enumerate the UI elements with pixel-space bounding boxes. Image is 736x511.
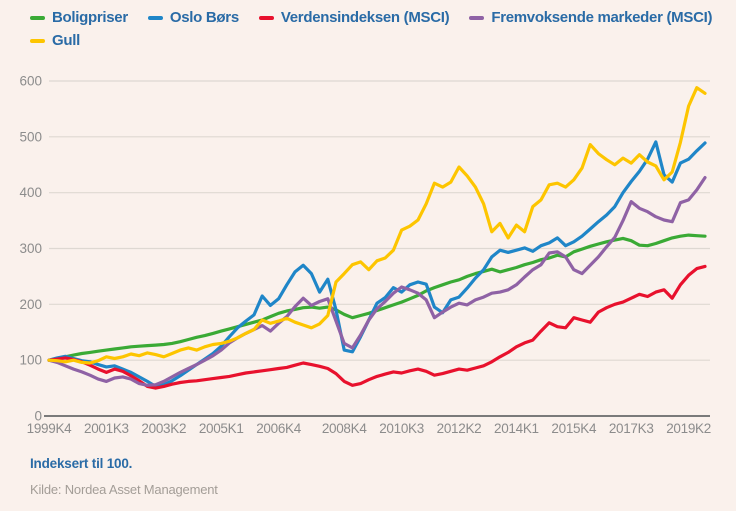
legend-label: Fremvoksende markeder (MSCI) (491, 9, 713, 26)
legend-label: Verdensindeksen (MSCI) (280, 9, 450, 26)
legend-item-oslo-b-rs[interactable]: Oslo Børs (147, 9, 239, 26)
index-note: Indeksert til 100. (30, 456, 133, 471)
x-tick-label-2006K4: 2006K4 (256, 421, 302, 436)
y-tick-label-300: 300 (19, 241, 42, 256)
x-tick-label-2005K1: 2005K1 (199, 421, 244, 436)
y-tick-label-100: 100 (19, 353, 42, 368)
y-tick-label-0: 0 (34, 409, 42, 424)
legend-label: Boligpriser (52, 9, 128, 26)
y-tick-label-500: 500 (19, 129, 42, 144)
legend-swatch (147, 15, 163, 20)
x-tick-label-2012K2: 2012K2 (437, 421, 482, 436)
legend-item-boligpriser[interactable]: Boligpriser (30, 9, 128, 26)
legend-item-verdensindeksen-msci[interactable]: Verdensindeksen (MSCI) (258, 9, 450, 26)
x-tick-label-2008K4: 2008K4 (322, 421, 368, 436)
legend-swatch (258, 15, 274, 20)
legend-label: Oslo Børs (169, 9, 239, 26)
series-line-gull (47, 86, 707, 365)
source-credit: Kilde: Nordea Asset Management (30, 482, 218, 497)
y-tick-label-200: 200 (19, 297, 42, 312)
legend-item-fremvoksende-markeder-msci[interactable]: Fremvoksende markeder (MSCI) (469, 9, 712, 26)
legend: Boligpriser Oslo Børs Verdensindeksen (MSC… (30, 9, 720, 49)
x-tick-label-1999K4: 1999K4 (27, 421, 73, 436)
legend-label: Gull (52, 32, 80, 49)
x-tick-label-2003K2: 2003K2 (141, 421, 186, 436)
x-tick-label-2017K3: 2017K3 (609, 421, 654, 436)
legend-swatch (30, 15, 45, 20)
series-line-verdensindeksen-msci (47, 264, 707, 390)
x-tick-label-2015K4: 2015K4 (551, 421, 597, 436)
x-tick-label-2014K1: 2014K1 (494, 421, 539, 436)
series-line-oslo-b-rs (47, 140, 707, 388)
series-line-fremvoksende-markeder-msci (47, 176, 707, 387)
x-tick-label-2010K3: 2010K3 (379, 421, 424, 436)
y-tick-label-400: 400 (19, 185, 42, 200)
x-tick-label-2001K3: 2001K3 (84, 421, 129, 436)
legend-swatch (469, 15, 485, 20)
x-tick-label-2019K2: 2019K2 (666, 421, 711, 436)
series-line-boligpriser (47, 233, 707, 362)
legend-item-gull[interactable]: Gull (30, 32, 80, 49)
y-tick-label-600: 600 (19, 74, 42, 89)
legend-swatch (30, 38, 45, 43)
